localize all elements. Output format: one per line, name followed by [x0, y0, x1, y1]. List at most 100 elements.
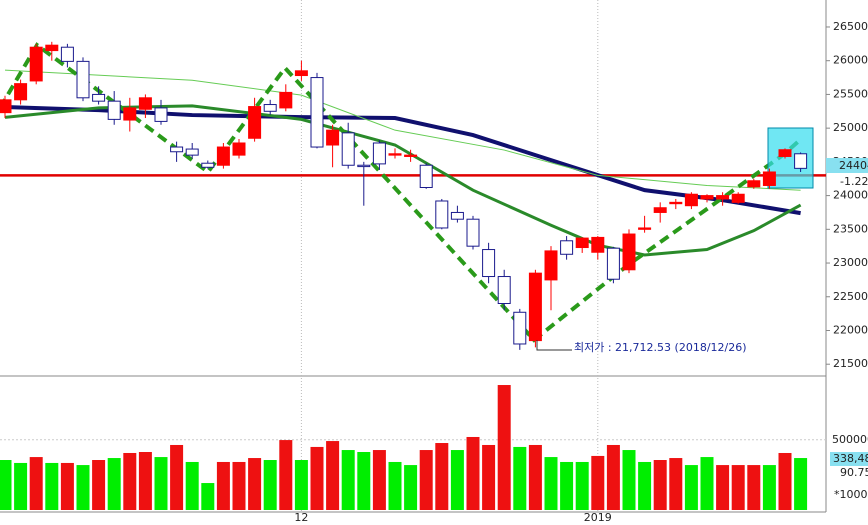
volume-bar [638, 461, 652, 510]
candle-body [528, 272, 542, 342]
volume-bar [482, 444, 496, 510]
candle-body [684, 193, 698, 207]
candle-body [482, 249, 496, 278]
candle-body [310, 77, 324, 148]
candle-body [14, 83, 28, 101]
volume-bar [92, 460, 106, 510]
volume-bar [684, 465, 698, 510]
volume-bar [388, 461, 402, 510]
volume-bar [653, 460, 667, 510]
price-label: -1.22% [840, 175, 868, 188]
volume-bar [60, 462, 74, 510]
volume-bar [731, 465, 745, 510]
volume-bar [466, 436, 480, 510]
volume-bar [154, 457, 168, 510]
candle-body [466, 218, 480, 247]
candle-body [778, 149, 792, 157]
volume-bar [107, 458, 121, 510]
candle-body [716, 195, 730, 200]
annotation-arrow [536, 340, 572, 351]
volume-bar [232, 461, 246, 510]
candle-body [232, 142, 246, 156]
volume-bar [450, 450, 464, 510]
volume-bar [669, 458, 683, 510]
volume-bar [201, 483, 215, 510]
trend-line [0, 42, 802, 343]
candle-body [435, 200, 449, 229]
volume-bar [341, 450, 355, 510]
candle-body [216, 146, 230, 166]
volume-unit: *1000 [834, 488, 868, 501]
y-tick-label: 21500 [833, 357, 868, 370]
volume-bar [326, 441, 340, 510]
candle-body [154, 107, 168, 122]
y-tick-label: 22500 [833, 290, 868, 303]
volume-bar [263, 460, 277, 510]
volume-bar [794, 458, 808, 510]
candle-body [0, 99, 12, 114]
y-tick-label: 25000 [833, 121, 868, 134]
candle-body [747, 180, 761, 188]
volume-label: 90.75 [840, 466, 868, 479]
volume-bar [76, 465, 90, 510]
candle-body [606, 247, 620, 280]
volume-bar [528, 444, 542, 510]
volume-bar [435, 443, 449, 510]
candle-body [404, 154, 418, 157]
volume-bar [372, 450, 386, 510]
volume-bar [513, 446, 527, 510]
volume-bar [419, 450, 433, 510]
volume-bar [762, 465, 776, 510]
volume-bar [700, 457, 714, 510]
volume-bar [778, 452, 792, 510]
candle-body [497, 276, 511, 305]
volume-bar [123, 452, 137, 510]
candle-body [622, 233, 636, 271]
x-tick-label: 2019 [584, 511, 612, 524]
candle-body [794, 153, 808, 169]
candle-body [201, 162, 215, 168]
candle-body [123, 107, 137, 121]
candle-body [29, 46, 43, 82]
candle-body [653, 207, 667, 213]
candle-body [560, 240, 574, 255]
candle-body [76, 60, 90, 99]
annotation: 최저가 : 21,712.53 (2018/12/26) [574, 341, 747, 354]
candle-body [372, 142, 386, 165]
volume-bar [279, 440, 293, 510]
volume-bar [45, 462, 59, 510]
volume-bar [544, 457, 558, 510]
candle-body [263, 104, 277, 112]
y-tick-label: 22000 [833, 323, 868, 336]
candle-body [591, 236, 605, 253]
candle-body [544, 250, 558, 281]
candle-body [731, 193, 745, 203]
volume-label-box [830, 452, 868, 466]
y-tick-label: 26500 [833, 20, 868, 33]
candle-body [248, 106, 262, 139]
candle-body [419, 164, 433, 189]
candle-body [575, 237, 589, 249]
x-tick-label: 12 [294, 511, 308, 524]
y-tick-label: 26000 [833, 54, 868, 67]
y-tick-label: 500000 [832, 433, 868, 446]
y-tick-label: 23500 [833, 222, 868, 235]
volume-bar [560, 461, 574, 510]
volume-bar [248, 458, 262, 510]
candle-body [450, 211, 464, 220]
y-tick-label: 25500 [833, 87, 868, 100]
candle-body [700, 195, 714, 200]
volume-bar [622, 450, 636, 510]
y-tick-label: 24000 [833, 189, 868, 202]
volume-bar [170, 444, 184, 510]
candle-body [357, 164, 371, 168]
candle-body [138, 97, 152, 110]
volume-bar [716, 465, 730, 510]
candle-body [107, 100, 121, 120]
candle-body [45, 44, 59, 52]
candle-body [513, 311, 527, 345]
candle-body [279, 91, 293, 109]
volume-bar [216, 461, 230, 510]
